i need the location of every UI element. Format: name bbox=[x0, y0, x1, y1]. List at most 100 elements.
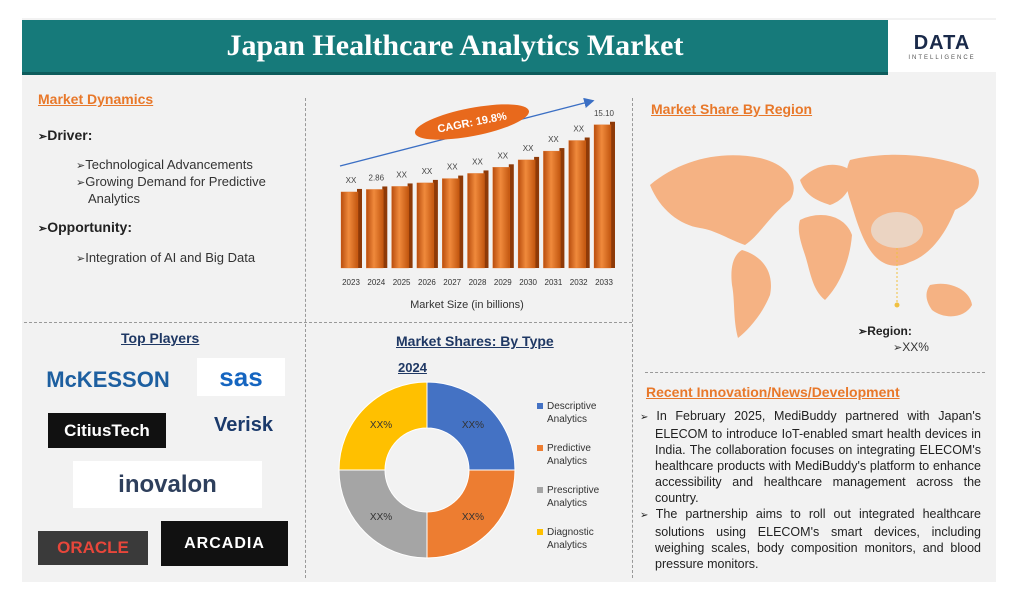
logo: sas bbox=[197, 358, 285, 396]
section-title: Recent Innovation/News/Development bbox=[646, 384, 900, 400]
pointer-dot bbox=[894, 302, 900, 308]
bar-side bbox=[559, 148, 565, 268]
x-tick-label: 2024 bbox=[367, 278, 385, 287]
legend-swatch bbox=[537, 487, 543, 493]
value-label: XX bbox=[422, 167, 433, 176]
x-tick-label: 2033 bbox=[595, 278, 613, 287]
bar-side bbox=[508, 164, 514, 268]
logo-subtext: INTELLIGENCE bbox=[908, 55, 976, 61]
bar bbox=[467, 173, 485, 269]
bar-side bbox=[357, 188, 362, 268]
value-label: XX bbox=[523, 144, 534, 153]
x-tick-label: 2029 bbox=[494, 278, 512, 287]
value-label: XX bbox=[396, 170, 407, 179]
logo: Verisk bbox=[214, 413, 273, 436]
donut-segment bbox=[426, 469, 516, 559]
bar-side bbox=[458, 175, 464, 268]
legend-swatch bbox=[537, 529, 543, 535]
page-title: Japan Healthcare Analytics Market bbox=[22, 20, 888, 75]
legend-swatch bbox=[537, 445, 543, 451]
bar-side bbox=[432, 179, 438, 268]
section-title: Market Share By Region bbox=[651, 101, 813, 117]
bar bbox=[442, 178, 460, 269]
brand-logo: DATA INTELLIGENCE bbox=[888, 20, 996, 72]
region-highlight bbox=[871, 212, 923, 248]
legend-item: Predictive Analytics bbox=[537, 442, 617, 468]
legend-label: Prescriptive Analytics bbox=[547, 485, 600, 509]
bar-side bbox=[483, 170, 489, 268]
bar-side bbox=[534, 156, 540, 268]
value-label: XX bbox=[548, 135, 559, 144]
legend-item: Diagnostic Analytics bbox=[537, 526, 617, 552]
value-label: XX% bbox=[462, 512, 484, 523]
world-map bbox=[650, 154, 979, 338]
legend-item: Prescriptive Analytics bbox=[537, 484, 617, 510]
logo: CitiusTech bbox=[48, 413, 166, 448]
value-label: XX bbox=[346, 176, 357, 185]
logo: ORACLE bbox=[38, 531, 148, 565]
value-label: 2.86 bbox=[369, 173, 385, 182]
bar bbox=[416, 182, 435, 269]
divider bbox=[645, 372, 985, 373]
value-label: XX% bbox=[462, 420, 484, 431]
logo: McKESSON bbox=[46, 367, 170, 392]
driver-label: Driver: bbox=[38, 127, 92, 143]
value-label: XX bbox=[497, 151, 508, 160]
x-tick-label: 2026 bbox=[418, 278, 436, 287]
x-axis-label: Market Size (in billions) bbox=[410, 299, 524, 311]
section-title: Market Dynamics bbox=[38, 91, 154, 107]
divider bbox=[632, 98, 633, 578]
bar bbox=[568, 140, 586, 269]
bar bbox=[366, 189, 384, 269]
divider bbox=[305, 98, 306, 578]
legend-label: Diagnostic Analytics bbox=[547, 527, 594, 551]
x-tick-label: 2023 bbox=[342, 278, 360, 287]
divider bbox=[24, 322, 632, 323]
bar-side bbox=[382, 186, 388, 268]
news-item: In February 2025, MediBuddy partnered wi… bbox=[640, 408, 981, 506]
bar bbox=[340, 191, 359, 269]
bar bbox=[543, 150, 561, 269]
region-label: Region: bbox=[858, 324, 912, 338]
bar bbox=[593, 124, 612, 269]
x-tick-label: 2027 bbox=[443, 278, 461, 287]
logo: inovalon bbox=[73, 461, 262, 508]
value-label: XX% bbox=[370, 512, 392, 523]
opportunity-label: Opportunity: bbox=[38, 219, 132, 235]
bar bbox=[391, 186, 409, 269]
bar bbox=[492, 167, 510, 269]
value-label: 15.10 bbox=[594, 109, 615, 118]
driver-item: Growing Demand for Predictive Analytics bbox=[76, 174, 288, 207]
legend-label: Descriptive Analytics bbox=[547, 401, 597, 425]
legend-item: Descriptive Analytics bbox=[537, 400, 617, 426]
value-label: XX bbox=[573, 125, 584, 134]
x-tick-label: 2032 bbox=[570, 278, 588, 287]
section-title: Top Players bbox=[121, 330, 200, 346]
chart-title: Market Shares: By Type bbox=[396, 333, 554, 349]
value-label: XX bbox=[447, 163, 458, 172]
donut-segment bbox=[338, 469, 428, 559]
donut-segment bbox=[338, 381, 428, 471]
legend-swatch bbox=[537, 403, 543, 409]
bar bbox=[517, 159, 536, 269]
donut-segment bbox=[426, 381, 516, 471]
cagr-bg bbox=[415, 104, 529, 140]
x-tick-label: 2030 bbox=[519, 278, 537, 287]
bar-side bbox=[407, 183, 413, 268]
driver-item: Technological Advancements bbox=[76, 157, 288, 174]
logo-text: DATA bbox=[913, 32, 971, 54]
bar-side bbox=[610, 121, 615, 268]
bar-side bbox=[584, 137, 590, 268]
chart-subtitle: 2024 bbox=[398, 360, 427, 375]
x-tick-label: 2025 bbox=[393, 278, 411, 287]
cagr-badge: CAGR: 19.8% bbox=[415, 104, 529, 140]
legend-label: Predictive Analytics bbox=[547, 443, 591, 467]
value-label: XX% bbox=[370, 420, 392, 431]
region-value: XX% bbox=[893, 339, 965, 356]
news-list: In February 2025, MediBuddy partnered wi… bbox=[640, 408, 981, 572]
x-tick-label: 2028 bbox=[469, 278, 487, 287]
x-tick-label: 2031 bbox=[545, 278, 563, 287]
value-label: XX bbox=[472, 157, 483, 166]
